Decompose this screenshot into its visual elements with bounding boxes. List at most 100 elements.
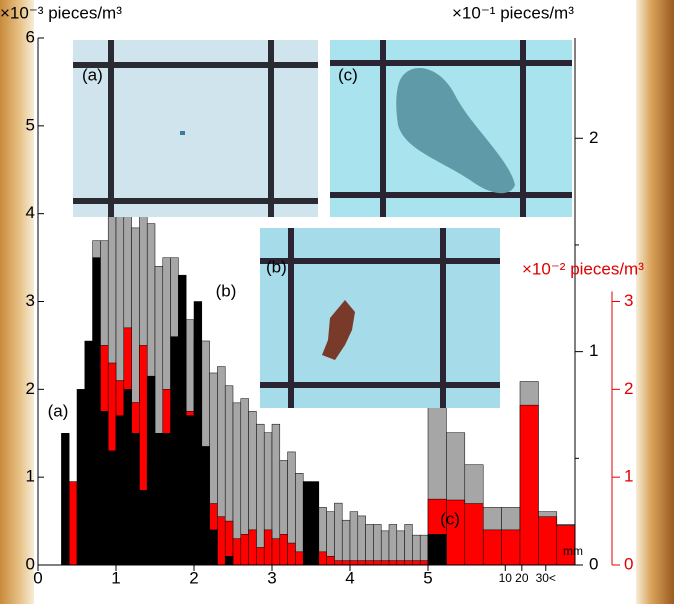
bar [209,529,218,566]
y3-tick-label: 1 [624,467,633,486]
bar [256,423,265,566]
bar [464,503,484,566]
axes [37,37,620,571]
y-tick-label: 2 [26,379,35,398]
bar [295,473,304,566]
texture-left [0,0,34,604]
photo-c: (c) [330,40,572,217]
bar [334,502,343,566]
bar [302,481,312,566]
bar [357,515,366,566]
bar [185,415,195,566]
bar [146,375,156,566]
y2-tick-label: 0 [589,554,598,573]
x-tick-label: 10 [499,571,513,585]
x-tick-label: 20 [515,571,529,585]
bar [170,336,179,566]
bar [404,524,413,566]
bar [201,446,210,566]
y-tick-label: 4 [26,203,35,222]
bar [519,404,539,566]
bar [131,433,140,566]
bar [84,340,93,566]
bars [61,138,576,566]
bar [380,530,390,566]
bar [224,555,234,566]
bar [92,257,101,566]
photo-label: (c) [338,65,358,84]
x-tick-label: 4 [345,568,354,587]
x-tick-label: 1 [111,568,120,587]
series-label: (a) [48,401,69,420]
bar [349,511,359,566]
bar [373,560,382,566]
bar [240,534,249,566]
y-tick-label: 3 [26,291,35,310]
y-tick-label: 1 [26,467,35,486]
bar [61,433,70,566]
x-tick-label: 2 [189,568,198,587]
bar [139,490,148,566]
bar [357,560,366,566]
y3-tick-label: 3 [624,291,633,310]
bar [373,524,382,566]
bar [396,560,405,566]
bar [365,560,374,566]
bar [115,415,125,566]
bar [334,560,343,566]
photo-b: (b) [260,228,500,408]
bar [310,481,320,566]
x-tick-label: 0 [33,568,42,587]
y-tick-label: 6 [26,27,35,46]
bar [482,529,502,566]
bar [318,551,327,566]
bar [287,542,296,566]
photo-a: (a) [73,40,318,217]
bar [326,555,335,566]
x-tick-label: 30< [536,571,556,585]
bar [248,529,257,566]
photo-label: (b) [266,257,287,276]
bar [396,530,405,566]
bar [76,389,86,566]
bar [68,481,78,566]
bar [162,433,171,566]
bar [380,560,390,566]
y2-title: ×10⁻¹ pieces/m³ [452,3,574,22]
y-title: ×10⁻³ pieces/m³ [0,3,122,22]
bar [349,560,359,566]
bar [279,534,288,566]
texture-right [636,0,674,604]
bar [217,516,226,566]
y2-tick-label: 1 [589,341,598,360]
bar [154,433,164,566]
bar [538,516,558,566]
bar [427,534,447,566]
bar [256,547,265,566]
bar [404,560,413,566]
bar [263,529,273,566]
bar [178,274,187,566]
bar [295,551,304,566]
x-unit: mm [563,544,583,558]
bar [100,411,109,566]
bar [388,524,398,566]
photo-label: (a) [82,65,103,84]
y-tick-label: 0 [26,554,35,573]
bar [365,524,374,566]
bar [419,560,429,566]
y3-tick-label: 0 [624,554,633,573]
bar [341,560,351,566]
bar [341,519,351,566]
bar [193,301,203,566]
bar [123,389,132,566]
bar [271,538,281,566]
series-label: (c) [440,509,460,528]
bar [501,529,521,566]
series-label: (b) [216,281,237,300]
y3-title: ×10⁻² pieces/m³ [522,259,644,278]
x-tick-label: 3 [267,568,276,587]
bar [107,450,117,566]
